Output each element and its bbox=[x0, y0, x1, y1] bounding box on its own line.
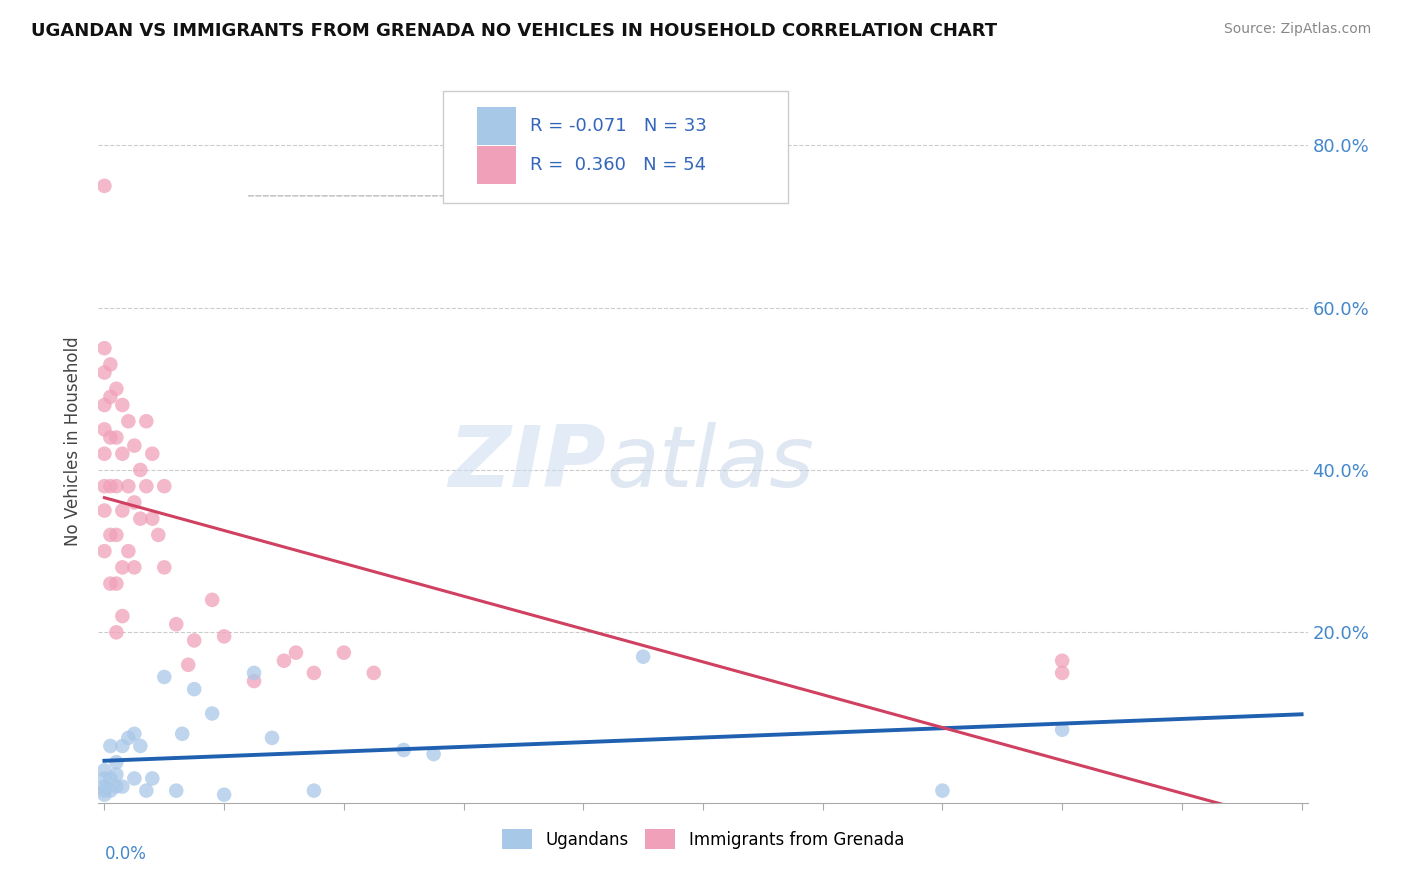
Y-axis label: No Vehicles in Household: No Vehicles in Household bbox=[65, 336, 83, 547]
Point bbox=[117, 479, 139, 493]
Point bbox=[124, 772, 146, 786]
Point bbox=[100, 739, 122, 753]
Point bbox=[93, 447, 115, 461]
Point bbox=[105, 767, 128, 781]
Point bbox=[302, 665, 325, 680]
Point bbox=[422, 747, 444, 761]
Point bbox=[243, 665, 266, 680]
Point bbox=[93, 479, 115, 493]
Point bbox=[260, 731, 283, 745]
Point bbox=[111, 739, 134, 753]
Point bbox=[93, 764, 115, 778]
Point bbox=[105, 479, 128, 493]
Point bbox=[201, 706, 224, 721]
Point bbox=[117, 414, 139, 428]
Point bbox=[100, 783, 122, 797]
Point bbox=[93, 422, 115, 436]
Point bbox=[111, 609, 134, 624]
Point bbox=[212, 788, 235, 802]
Point bbox=[124, 495, 146, 509]
Point bbox=[105, 576, 128, 591]
Point bbox=[105, 625, 128, 640]
Text: Source: ZipAtlas.com: Source: ZipAtlas.com bbox=[1223, 22, 1371, 37]
Point bbox=[105, 430, 128, 444]
Point bbox=[201, 592, 224, 607]
Point bbox=[93, 503, 115, 517]
Point bbox=[93, 788, 115, 802]
Point bbox=[100, 528, 122, 542]
Point bbox=[1050, 665, 1073, 680]
Point bbox=[165, 617, 187, 632]
Point bbox=[284, 646, 307, 660]
Point bbox=[153, 560, 176, 574]
Point bbox=[105, 755, 128, 769]
Text: R =  0.360   N = 54: R = 0.360 N = 54 bbox=[530, 156, 706, 174]
Point bbox=[183, 633, 205, 648]
Text: ZIP: ZIP bbox=[449, 422, 606, 505]
Point bbox=[148, 528, 170, 542]
Point bbox=[153, 670, 176, 684]
Point bbox=[111, 780, 134, 794]
Point bbox=[141, 511, 163, 525]
Legend: Ugandans, Immigrants from Grenada: Ugandans, Immigrants from Grenada bbox=[495, 822, 911, 856]
FancyBboxPatch shape bbox=[477, 146, 516, 184]
Point bbox=[302, 783, 325, 797]
Point bbox=[631, 649, 654, 664]
Point bbox=[100, 772, 122, 786]
Point bbox=[93, 366, 115, 380]
Point bbox=[212, 629, 235, 643]
Point bbox=[105, 528, 128, 542]
Point bbox=[124, 439, 146, 453]
Point bbox=[93, 783, 115, 797]
Point bbox=[111, 398, 134, 412]
Point bbox=[392, 743, 415, 757]
Point bbox=[1050, 654, 1073, 668]
Point bbox=[111, 447, 134, 461]
Point bbox=[105, 780, 128, 794]
Point bbox=[129, 739, 152, 753]
FancyBboxPatch shape bbox=[443, 91, 787, 203]
Point bbox=[93, 544, 115, 558]
Point bbox=[93, 398, 115, 412]
Point bbox=[100, 430, 122, 444]
Point bbox=[129, 463, 152, 477]
Point bbox=[100, 358, 122, 372]
Point bbox=[243, 673, 266, 688]
Point bbox=[183, 682, 205, 697]
Text: R = -0.071   N = 33: R = -0.071 N = 33 bbox=[530, 117, 707, 135]
Point bbox=[100, 576, 122, 591]
FancyBboxPatch shape bbox=[477, 107, 516, 145]
Point bbox=[100, 479, 122, 493]
Text: 0.0%: 0.0% bbox=[104, 845, 146, 863]
Point bbox=[333, 646, 356, 660]
Point bbox=[124, 560, 146, 574]
Point bbox=[141, 447, 163, 461]
Point bbox=[165, 783, 187, 797]
Point bbox=[172, 727, 194, 741]
Point bbox=[135, 414, 157, 428]
Point bbox=[93, 772, 115, 786]
Point bbox=[153, 479, 176, 493]
Point bbox=[177, 657, 200, 672]
Point bbox=[135, 783, 157, 797]
Point bbox=[129, 511, 152, 525]
Point bbox=[363, 665, 385, 680]
Point bbox=[117, 731, 139, 745]
Point bbox=[124, 727, 146, 741]
Text: UGANDAN VS IMMIGRANTS FROM GRENADA NO VEHICLES IN HOUSEHOLD CORRELATION CHART: UGANDAN VS IMMIGRANTS FROM GRENADA NO VE… bbox=[31, 22, 997, 40]
Point bbox=[105, 382, 128, 396]
Point bbox=[111, 503, 134, 517]
Point bbox=[931, 783, 953, 797]
Point bbox=[117, 544, 139, 558]
Point bbox=[93, 341, 115, 355]
Point bbox=[141, 772, 163, 786]
Point bbox=[111, 560, 134, 574]
Point bbox=[273, 654, 295, 668]
Point bbox=[100, 390, 122, 404]
Text: atlas: atlas bbox=[606, 422, 814, 505]
Point bbox=[93, 780, 115, 794]
Point bbox=[93, 178, 115, 193]
Point bbox=[135, 479, 157, 493]
Point bbox=[1050, 723, 1073, 737]
